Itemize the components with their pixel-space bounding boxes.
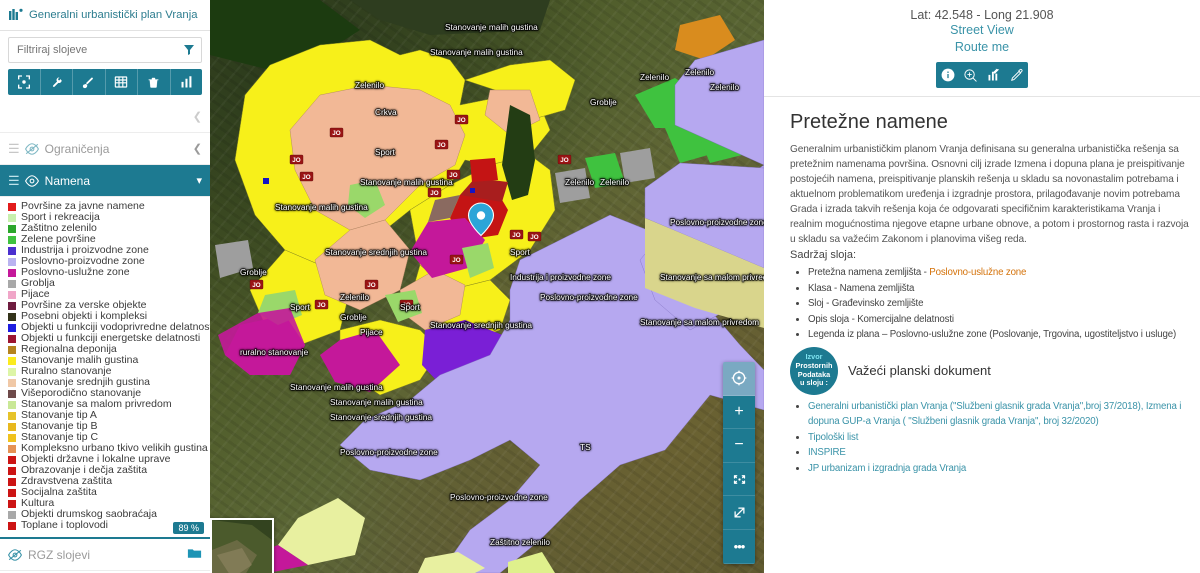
svg-text:JO: JO — [530, 234, 539, 241]
svg-text:Zelenilo: Zelenilo — [340, 292, 369, 302]
svg-text:Stanovanje srednjih gustina: Stanovanje srednjih gustina — [325, 247, 427, 257]
svg-text:JO: JO — [292, 157, 301, 164]
svg-text:JO: JO — [437, 142, 446, 149]
svg-text:Poslovno-proizvodne zone: Poslovno-proizvodne zone — [340, 447, 438, 457]
svg-text:JO: JO — [512, 232, 521, 239]
svg-text:Pijace: Pijace — [360, 327, 383, 337]
svg-text:Stanovanje malih gustina: Stanovanje malih gustina — [330, 397, 423, 407]
svg-text:JO: JO — [430, 190, 439, 197]
svg-text:Stanovanje sa malom privredom: Stanovanje sa malom privredom — [640, 317, 759, 327]
svg-text:Groblje: Groblje — [240, 267, 267, 277]
svg-text:JO: JO — [560, 157, 569, 164]
svg-text:JO: JO — [332, 130, 341, 137]
svg-text:JO: JO — [457, 117, 466, 124]
svg-text:Industrija i proizvodne zone: Industrija i proizvodne zone — [510, 272, 611, 282]
svg-text:Sport: Sport — [375, 147, 396, 157]
svg-text:Stanovanje malih gustina: Stanovanje malih gustina — [430, 47, 523, 57]
svg-text:Stanovanje srednjih gustina: Stanovanje srednjih gustina — [330, 412, 432, 422]
svg-text:Stanovanje malih gustina: Stanovanje malih gustina — [275, 202, 368, 212]
svg-text:Sport: Sport — [400, 302, 421, 312]
svg-text:Sport: Sport — [510, 247, 531, 257]
svg-text:JO: JO — [367, 282, 376, 289]
svg-text:Poslovno-proizvodne zone: Poslovno-proizvodne zone — [540, 292, 638, 302]
svg-text:Zelenilo: Zelenilo — [640, 72, 669, 82]
svg-text:Zelenilo: Zelenilo — [600, 177, 629, 187]
svg-text:Stanovanje srednjih gustina: Stanovanje srednjih gustina — [430, 320, 532, 330]
svg-text:Crkva: Crkva — [375, 107, 397, 117]
svg-text:Stanovanje malih gustina: Stanovanje malih gustina — [290, 382, 383, 392]
svg-text:Zelenilo: Zelenilo — [565, 177, 594, 187]
svg-text:ruralno stanovanje: ruralno stanovanje — [240, 347, 309, 357]
svg-text:Groblje: Groblje — [590, 97, 617, 107]
svg-text:JO: JO — [302, 174, 311, 181]
svg-text:Poslovno-proizvodne zone: Poslovno-proizvodne zone — [670, 217, 764, 227]
svg-text:JO: JO — [252, 282, 261, 289]
svg-text:Zelenilo: Zelenilo — [685, 67, 714, 77]
svg-text:Zaštitno zelenilo: Zaštitno zelenilo — [490, 537, 550, 547]
svg-text:Stanovanje malih gustina: Stanovanje malih gustina — [360, 177, 453, 187]
svg-text:Stanovanje malih gustina: Stanovanje malih gustina — [445, 22, 538, 32]
svg-text:Groblje: Groblje — [340, 312, 367, 322]
svg-text:Zelenilo: Zelenilo — [710, 82, 739, 92]
svg-text:Poslovno-proizvodne zone: Poslovno-proizvodne zone — [450, 492, 548, 502]
svg-text:JO: JO — [452, 257, 461, 264]
svg-text:JO: JO — [317, 302, 326, 309]
svg-text:TS: TS — [580, 442, 591, 452]
svg-text:Sport: Sport — [290, 302, 311, 312]
svg-text:Stanovanje sa malom privredom: Stanovanje sa malom privredom — [660, 272, 764, 282]
svg-text:Zelenilo: Zelenilo — [355, 80, 384, 90]
